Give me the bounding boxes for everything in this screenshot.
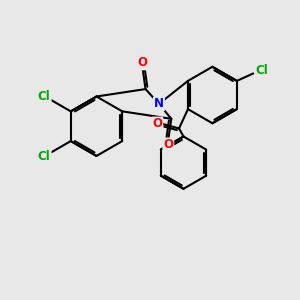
Text: O: O bbox=[163, 138, 173, 152]
Text: O: O bbox=[138, 56, 148, 69]
Text: Cl: Cl bbox=[38, 150, 51, 163]
Text: O: O bbox=[152, 118, 162, 130]
Text: N: N bbox=[154, 98, 164, 110]
Text: Cl: Cl bbox=[255, 64, 268, 77]
Text: Cl: Cl bbox=[38, 90, 51, 103]
